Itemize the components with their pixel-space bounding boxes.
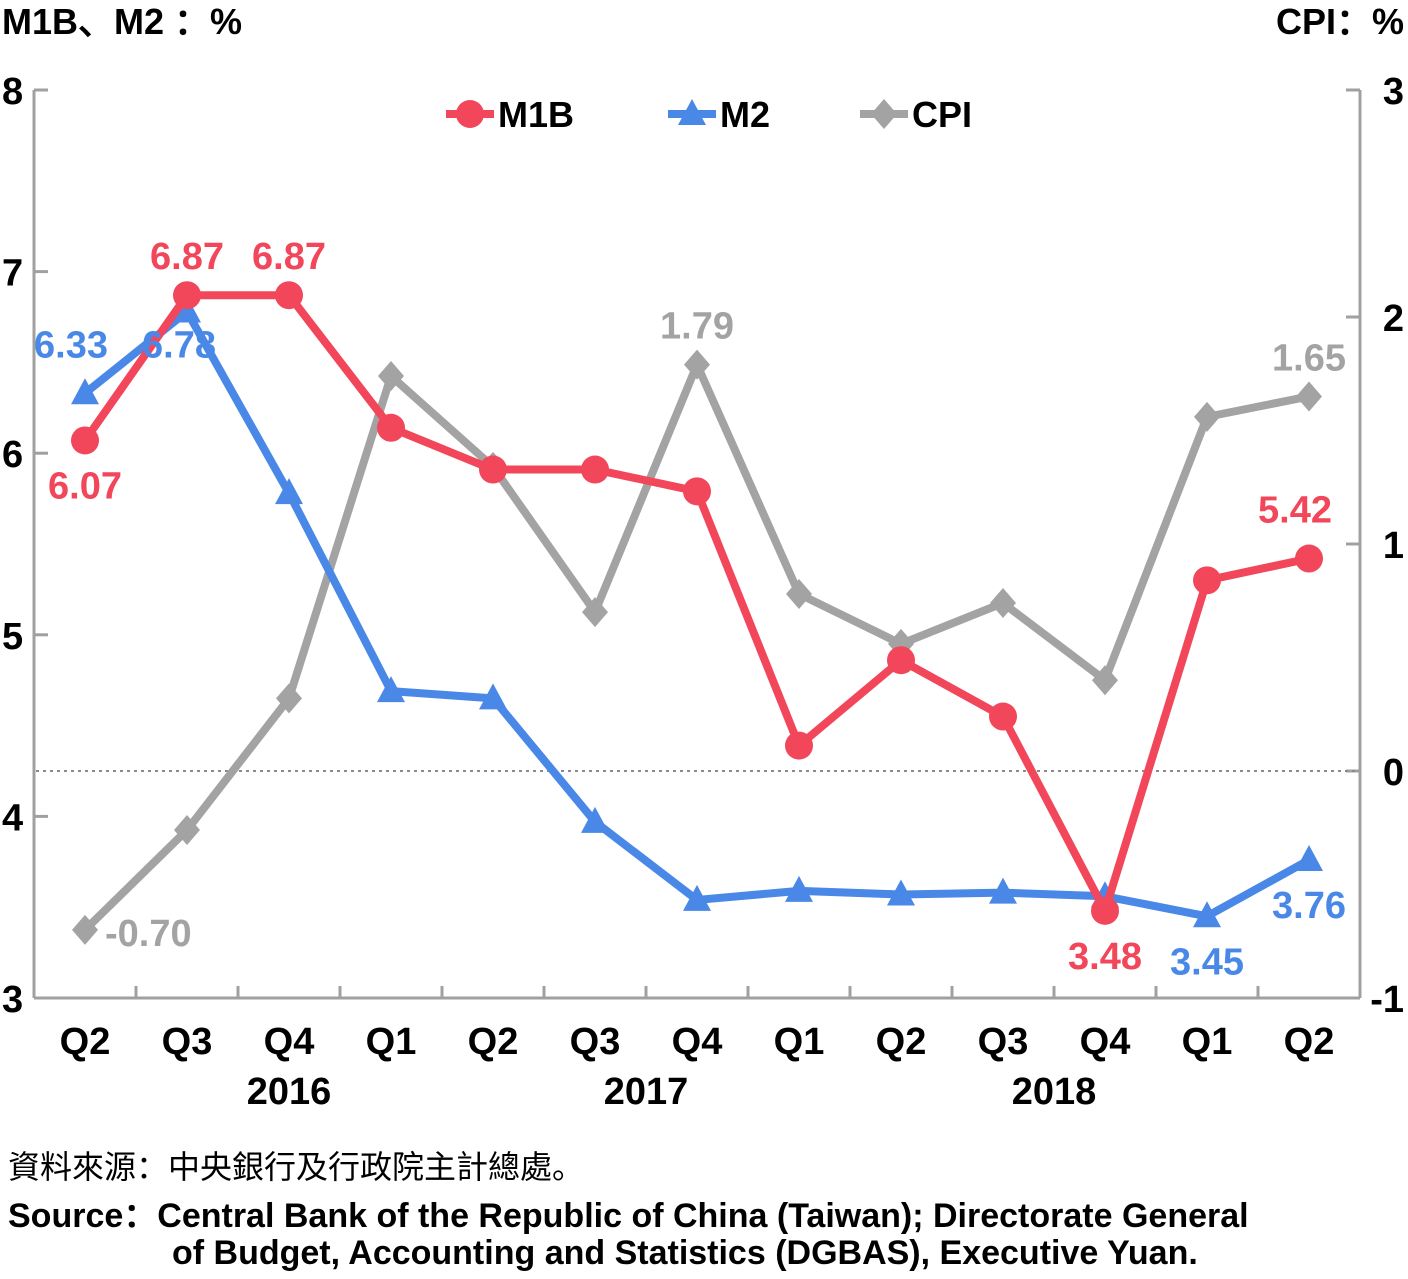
x-tick-label: Q4	[672, 1021, 723, 1063]
m1b-point	[1193, 566, 1221, 595]
legend-m1b-marker	[456, 100, 484, 128]
legend-m1b-label: M1B	[498, 94, 574, 135]
cpi-point	[276, 683, 302, 714]
cpi-point	[684, 349, 710, 380]
m2-point	[785, 875, 813, 902]
m2-series-line	[82, 307, 1311, 921]
legend-cpi-label: CPI	[912, 94, 972, 135]
year-label: 2017	[604, 1071, 689, 1113]
m2-point	[275, 478, 303, 505]
m2-point	[377, 676, 405, 703]
source-note-en-line1: Source：Central Bank of the Republic of C…	[8, 1197, 1249, 1235]
left-axis-title: M1B、M2 ：%	[2, 1, 242, 42]
x-tick-label: Q3	[162, 1021, 213, 1063]
cpi-point	[174, 815, 200, 846]
m2-data-label: 3.45	[1170, 941, 1244, 983]
x-tick-label: Q1	[774, 1021, 825, 1063]
m2-point	[683, 884, 711, 911]
m1b-point	[683, 477, 711, 506]
m2-point	[173, 296, 201, 323]
legend-cpi-marker	[871, 99, 897, 129]
m2-point	[581, 806, 609, 833]
cpi-point	[582, 597, 608, 628]
source-note-zh: 資料來源：中央銀行及行政院主計總處。	[8, 1148, 585, 1186]
cpi-point	[72, 914, 98, 945]
cpi-data-label: 1.65	[1272, 337, 1346, 379]
year-label: 2018	[1012, 1071, 1097, 1113]
m1b-point	[275, 281, 303, 310]
m1b-data-label: 6.07	[48, 465, 122, 507]
legend-m2-marker	[678, 99, 706, 125]
right-tick-label: 3	[1383, 71, 1404, 113]
m1b-point	[173, 281, 201, 310]
x-tick-label: Q2	[876, 1021, 927, 1063]
m2-point	[1295, 844, 1323, 871]
m1b-data-label: 3.48	[1068, 936, 1142, 978]
x-tick-label: Q1	[366, 1021, 417, 1063]
m1b-point	[71, 426, 99, 455]
right-tick-label: 1	[1383, 525, 1404, 567]
m1b-data-label: 5.42	[1258, 490, 1332, 532]
m1b-point	[785, 731, 813, 760]
left-tick-label: 8	[2, 71, 23, 113]
right-tick-label: 2	[1383, 298, 1404, 340]
right-tick-label: 0	[1383, 752, 1404, 794]
left-tick-label: 6	[2, 434, 23, 476]
m2-data-label: 6.33	[34, 324, 108, 366]
x-tick-label: Q2	[468, 1021, 519, 1063]
cpi-point	[1092, 665, 1118, 696]
m2-point	[989, 877, 1017, 904]
m1b-point	[887, 646, 915, 675]
x-tick-label: Q1	[1182, 1021, 1233, 1063]
left-tick-label: 5	[2, 616, 23, 658]
m1b-point	[581, 455, 609, 484]
x-tick-label: Q3	[978, 1021, 1029, 1063]
m2-point	[71, 378, 99, 405]
x-tick-label: Q3	[570, 1021, 621, 1063]
m1b-data-label: 6.87	[150, 236, 224, 278]
legend-m2-label: M2	[720, 94, 770, 135]
cpi-point	[378, 361, 404, 392]
x-tick-label: Q4	[264, 1021, 315, 1063]
m1b-series-line	[81, 291, 1310, 915]
cpi-point	[1194, 401, 1220, 432]
m1b-point	[989, 702, 1017, 731]
m2-data-label: 6.78	[142, 325, 216, 367]
m1b-point	[479, 455, 507, 484]
x-tick-label: Q2	[1284, 1021, 1335, 1063]
m1b-point	[377, 413, 405, 442]
source-note-en-line2: of Budget, Accounting and Statistics (DG…	[172, 1234, 1198, 1272]
m2-point	[887, 879, 915, 906]
left-tick-label: 7	[2, 253, 23, 295]
year-label: 2016	[247, 1071, 332, 1113]
right-axis-title: CPI：%	[1276, 1, 1404, 42]
cpi-point	[1296, 381, 1322, 412]
x-tick-label: Q2	[60, 1021, 111, 1063]
left-tick-label: 3	[2, 979, 23, 1021]
cpi-point	[786, 578, 812, 609]
line-chart: M1B、M2 ：% CPI：% 3 4 5 6 7 8 -1 0 1 2 3 Q2 Q3 Q4 Q1 Q2 Q3 Q4…	[2, 1, 1404, 1113]
m1b-data-label: 6.87	[252, 236, 326, 278]
x-tick-label: Q4	[1080, 1021, 1131, 1063]
cpi-data-label: -0.70	[105, 913, 192, 955]
m2-point	[479, 683, 507, 710]
right-tick-label: -1	[1370, 979, 1404, 1021]
cpi-point	[990, 588, 1016, 619]
cpi-data-label: 1.79	[660, 306, 734, 348]
m2-point	[1193, 901, 1221, 928]
left-tick-label: 4	[2, 797, 23, 839]
m2-data-label: 3.76	[1272, 885, 1346, 927]
m1b-point	[1295, 544, 1323, 573]
m1b-point	[1091, 896, 1119, 925]
